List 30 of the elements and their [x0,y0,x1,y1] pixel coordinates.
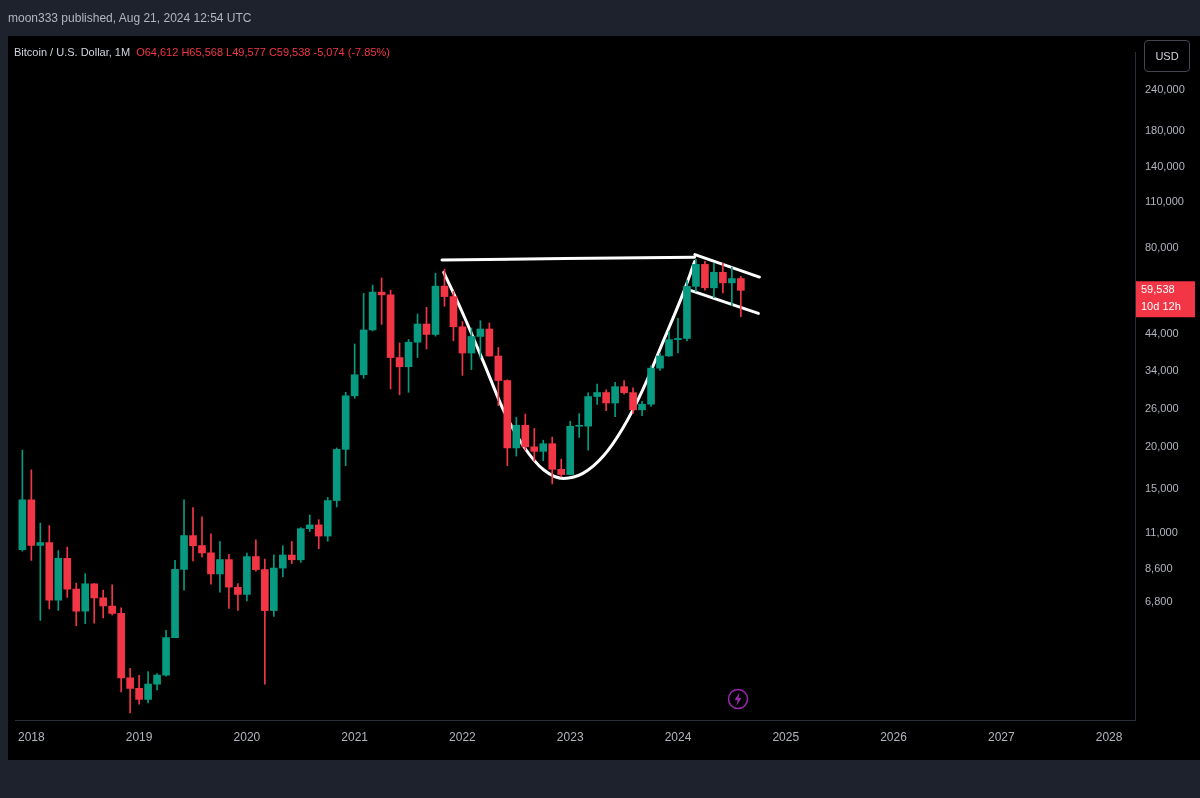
y-tick-label: 110,000 [1145,195,1184,208]
x-tick-label: 2019 [125,729,153,744]
y-tick-label: 6,800 [1145,595,1173,608]
y-tick-label: 80,000 [1145,240,1179,253]
y-tick-label: 8,600 [1145,561,1173,574]
y-tick-label: 44,000 [1145,326,1179,339]
x-tick-label: 2025 [772,729,800,744]
y-tick-label: 180,000 [1145,124,1185,137]
text: 10d 12h [1141,300,1181,313]
x-tick-label: 2020 [233,729,261,744]
text: moon333 published, Aug 21, 2024 12:54 UTC [8,11,252,25]
y-tick-label: 20,000 [1145,440,1179,453]
x-tick-label: 2018 [18,729,46,744]
y-tick-label: 34,000 [1145,363,1179,376]
y-tick-label: 240,000 [1145,82,1185,95]
x-tick-label: 2024 [664,729,692,744]
x-tick-label: 2022 [449,729,477,744]
y-tick-label: 15,000 [1145,481,1179,494]
x-tick-label: 2027 [987,729,1015,744]
x-tick-label: 2021 [341,729,369,744]
x-tick-label: 2028 [1095,729,1123,744]
x-tick-label: 2023 [556,729,584,744]
y-tick-label: 140,000 [1145,160,1185,173]
chart-title: Bitcoin / U.S. Dollar, 1M [14,46,131,58]
text: 59,538 [1141,283,1175,296]
y-tick-label: 11,000 [1145,526,1178,539]
y-tick-label: 26,000 [1145,402,1179,415]
chart-subtitle: O64,612 H65,568 L49,577 C59,538 -5,074 (-7.85%) [136,46,390,58]
text: USD [1144,40,1190,72]
x-tick-label: 2026 [880,729,908,744]
